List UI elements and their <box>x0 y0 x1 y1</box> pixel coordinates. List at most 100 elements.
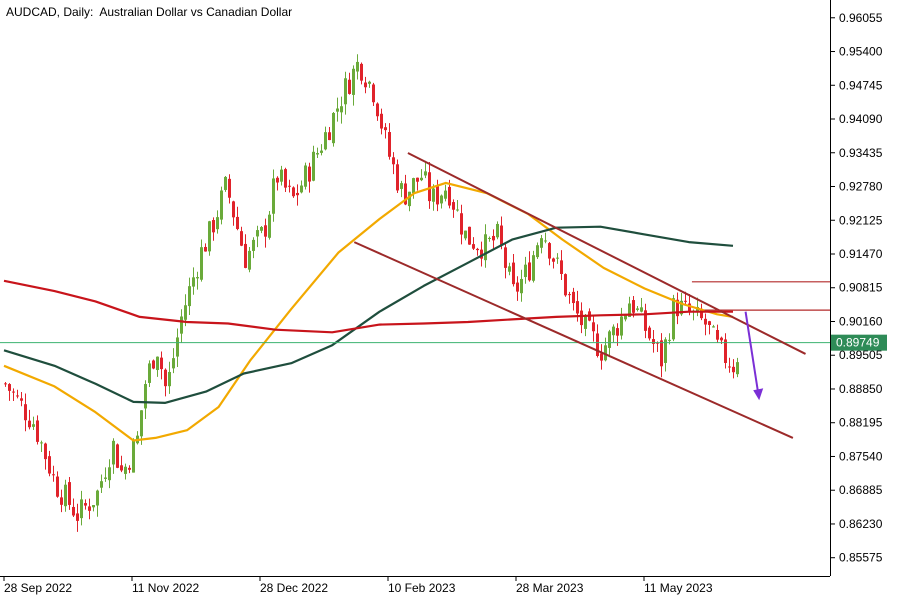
candle-body <box>676 299 679 317</box>
candle-body <box>124 466 127 474</box>
candle-body <box>672 298 675 340</box>
candle-body <box>96 490 99 506</box>
candle-body <box>244 243 247 268</box>
candle-body <box>188 286 191 307</box>
candle-body <box>592 322 595 332</box>
candle-body <box>144 384 147 409</box>
candle-body <box>400 183 403 189</box>
candle-body <box>284 169 287 188</box>
candle-body <box>184 305 187 320</box>
candle-body <box>252 239 255 251</box>
candle-body <box>728 366 731 368</box>
candle-body <box>548 243 551 259</box>
candle-body <box>296 192 299 196</box>
channel-upper-line[interactable] <box>407 152 806 355</box>
candle-body <box>596 333 599 357</box>
candle-body <box>704 318 707 325</box>
candle-body <box>640 307 643 312</box>
x-tick-label: 10 Feb 2023 <box>388 581 456 595</box>
x-tick-label: 28 Mar 2023 <box>516 581 584 595</box>
candle-body <box>60 497 63 505</box>
candle-body <box>488 237 491 239</box>
y-tick-label: 0.88195 <box>839 416 883 430</box>
current-price-tag <box>831 334 887 351</box>
ema50-line <box>3 181 734 442</box>
y-tick-label: 0.93435 <box>839 146 883 160</box>
plot-background <box>0 0 830 576</box>
candle-body <box>508 266 511 272</box>
candle-body <box>228 178 231 198</box>
price-axis[interactable]: 0.96055 0.95400 0.94745 0.94090 0.93435 0.927… <box>830 11 883 565</box>
candle-body <box>192 277 195 287</box>
candle-body <box>84 503 87 506</box>
chart-header: AUDCAD, Daily: Australian Dollar vs Canad… <box>6 5 292 19</box>
candle-body <box>248 250 251 270</box>
candle-body <box>212 220 215 233</box>
candle-body <box>624 315 627 320</box>
channel-lower-line[interactable] <box>353 241 794 439</box>
candle-body <box>708 321 711 325</box>
candle-body <box>404 183 407 205</box>
y-tick-label: 0.90815 <box>839 281 883 295</box>
candle-body <box>652 339 655 344</box>
candle-body <box>376 103 379 117</box>
candle-body <box>456 209 459 211</box>
x-tick-label: 28 Sep 2022 <box>4 581 72 595</box>
candle-body <box>408 191 411 207</box>
y-tick-label: 0.94745 <box>839 78 883 92</box>
candle-body <box>484 234 487 261</box>
candle-body <box>460 213 463 235</box>
candle-body <box>712 326 715 328</box>
y-tick-label: 0.85575 <box>839 551 883 565</box>
candle-body <box>544 240 547 242</box>
candle-body <box>396 164 399 191</box>
y-tick-label: 0.92125 <box>839 213 883 227</box>
candle-body <box>668 339 671 341</box>
candle-body <box>628 303 631 317</box>
candle-body <box>116 444 119 468</box>
candle-body <box>300 185 303 193</box>
candle-body <box>632 300 635 313</box>
candle-body <box>468 226 471 245</box>
candle-body <box>132 440 135 473</box>
candle-body <box>24 404 27 421</box>
candle-body <box>384 127 387 131</box>
candle-body <box>688 303 691 312</box>
candle-body <box>664 339 667 363</box>
candle-body <box>4 383 7 385</box>
candle-body <box>620 316 623 336</box>
projection-arrowhead-icon <box>753 388 764 401</box>
candle-body <box>276 177 279 183</box>
candle-body <box>328 132 331 141</box>
candle-body <box>180 316 183 334</box>
candle-body <box>616 328 619 336</box>
candle-body <box>564 274 567 296</box>
candle-body <box>236 216 239 230</box>
candle-body <box>580 310 583 326</box>
candle-body <box>424 171 427 176</box>
candle-body <box>280 169 283 182</box>
candle-body <box>720 337 723 341</box>
candle-body <box>112 440 115 465</box>
candle-body <box>560 260 563 274</box>
candle-body <box>568 294 571 296</box>
candle-body <box>216 217 219 230</box>
candle-body <box>600 353 603 361</box>
candle-body <box>416 177 419 182</box>
time-axis[interactable]: 28 Sep 2022 11 Nov 2022 28 Dec 2022 10 Feb … <box>3 576 713 595</box>
candle-body <box>260 227 263 231</box>
candle-body <box>492 235 495 241</box>
candle-body <box>48 456 51 474</box>
candle-body <box>504 247 507 268</box>
candle-body <box>360 63 363 81</box>
projection-arrow-shaft[interactable] <box>744 311 760 394</box>
candle-body <box>224 176 227 190</box>
candle-body <box>232 201 235 218</box>
candle-body <box>20 398 23 401</box>
candle-body <box>516 282 519 292</box>
y-tick-label: 0.96055 <box>839 11 883 25</box>
candle-body <box>500 225 503 246</box>
candle-body <box>160 357 163 370</box>
